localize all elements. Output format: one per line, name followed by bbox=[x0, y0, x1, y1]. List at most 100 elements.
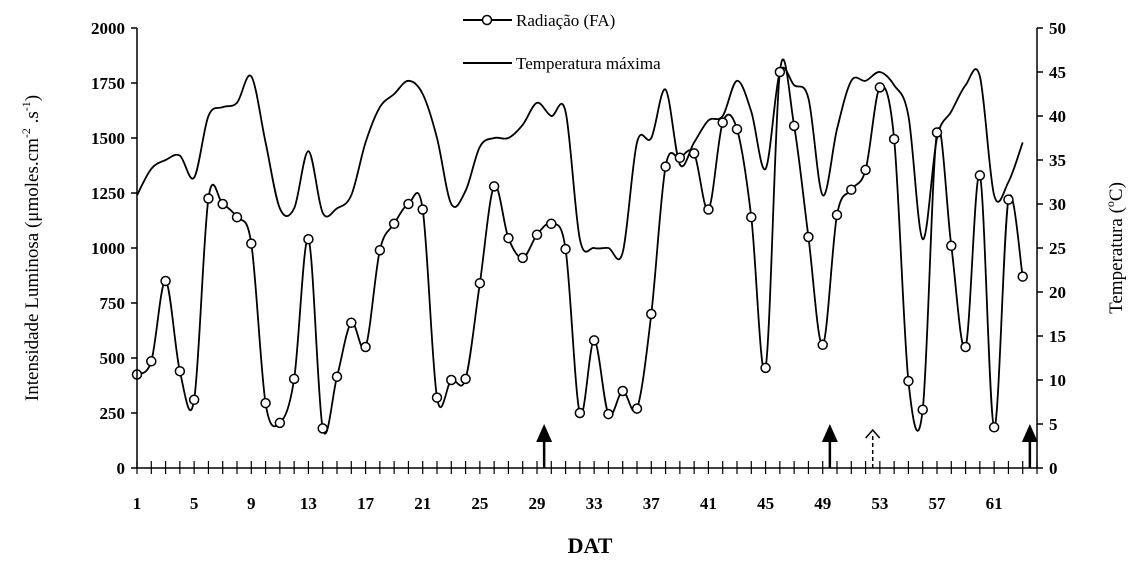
arrow-solid-head bbox=[536, 424, 553, 442]
radiation-point bbox=[888, 133, 900, 145]
y-right-tick-label: 15 bbox=[1049, 327, 1066, 346]
radiation-point bbox=[660, 161, 671, 172]
radiation-point bbox=[603, 408, 614, 420]
x-axis-title: DAT bbox=[568, 533, 613, 558]
radiation-point bbox=[217, 198, 228, 210]
arrow-dashed-head bbox=[865, 428, 881, 439]
radiation-point bbox=[388, 218, 400, 230]
radiation-point bbox=[317, 423, 328, 434]
x-tick-label: 57 bbox=[929, 494, 947, 513]
x-tick-label: 33 bbox=[586, 494, 603, 513]
radiation-point bbox=[474, 277, 486, 289]
radiation-point bbox=[874, 82, 886, 93]
y-left-tick-label: 1000 bbox=[91, 239, 125, 258]
x-tick-label: 53 bbox=[871, 494, 888, 513]
legend-radiation-marker bbox=[481, 14, 493, 26]
radiation-point bbox=[1017, 271, 1028, 282]
y-right-tick-label: 5 bbox=[1049, 415, 1058, 434]
y-left-tick-label: 500 bbox=[100, 349, 126, 368]
radiation-point bbox=[1003, 194, 1014, 205]
y-left-tick-label: 1250 bbox=[91, 184, 125, 203]
radiation-point bbox=[246, 238, 257, 249]
y-left-tick-label: 0 bbox=[117, 459, 126, 478]
radiation-point bbox=[460, 373, 471, 385]
radiation-point bbox=[188, 394, 200, 406]
radiation-point bbox=[731, 123, 743, 135]
y-right-tick-label: 30 bbox=[1049, 195, 1066, 214]
y-right-tick-label: 40 bbox=[1049, 107, 1066, 126]
radiation-point bbox=[646, 308, 657, 320]
y-right-tick-label: 20 bbox=[1049, 283, 1066, 302]
radiation-point bbox=[346, 317, 357, 329]
radiation-point bbox=[788, 120, 800, 132]
legend-temperature-label: Temperatura máxima bbox=[516, 54, 661, 73]
x-tick-label: 37 bbox=[643, 494, 661, 513]
radiation-point bbox=[674, 152, 686, 164]
y-right-tick-label: 45 bbox=[1049, 63, 1066, 82]
y-axis-left-title: Intensidade Luminosa (μmoles.cm-2 .s-1) bbox=[19, 95, 43, 401]
x-tick-label: 9 bbox=[247, 494, 256, 513]
radiation-point bbox=[446, 374, 457, 386]
radiation-line bbox=[136, 58, 1024, 435]
radiation-point bbox=[917, 404, 928, 415]
radiation-point bbox=[431, 392, 443, 403]
radiation-point bbox=[617, 385, 628, 397]
radiation-point bbox=[203, 193, 214, 204]
radiation-point bbox=[846, 184, 857, 195]
x-tick-label: 41 bbox=[700, 494, 717, 513]
radiation-point bbox=[703, 204, 714, 215]
radiation-point bbox=[931, 127, 943, 138]
radiation-point bbox=[303, 233, 314, 245]
arrow-markers bbox=[536, 424, 1038, 468]
radiation-point bbox=[588, 335, 600, 346]
x-tick-label: 1 bbox=[133, 494, 142, 513]
axes: 0250500750100012501500175020000510152025… bbox=[91, 19, 1066, 513]
x-tick-label: 61 bbox=[986, 494, 1003, 513]
y-right-tick-label: 50 bbox=[1049, 19, 1066, 38]
y-right-tick-label: 10 bbox=[1049, 371, 1066, 390]
radiation-point bbox=[803, 231, 814, 243]
radiation-point bbox=[903, 375, 914, 387]
radiation-point bbox=[860, 164, 871, 176]
x-tick-label: 17 bbox=[357, 494, 375, 513]
radiation-point bbox=[231, 211, 243, 223]
radiation-point bbox=[260, 397, 271, 409]
x-tick-label: 5 bbox=[190, 494, 199, 513]
x-tick-label: 49 bbox=[814, 494, 831, 513]
x-tick-label: 13 bbox=[300, 494, 317, 513]
arrow-solid-head bbox=[1021, 424, 1038, 442]
temperature-series bbox=[136, 66, 1024, 261]
y-left-tick-label: 750 bbox=[100, 294, 126, 313]
y-axis-right-title: Temperatura (oC) bbox=[1103, 182, 1127, 314]
x-tick-label: 45 bbox=[757, 494, 774, 513]
radiation-point bbox=[531, 229, 543, 241]
y-left-tick-label: 1750 bbox=[91, 74, 125, 93]
radiation-point bbox=[374, 244, 386, 256]
radiation-point bbox=[517, 252, 528, 264]
legend: Radiação (FA) Temperatura máxima bbox=[463, 11, 661, 73]
radiation-point bbox=[988, 422, 1000, 433]
y-right-tick-label: 25 bbox=[1049, 239, 1066, 258]
radiation-point bbox=[631, 403, 643, 414]
radiation-point bbox=[503, 232, 514, 244]
temperature-line bbox=[136, 66, 1024, 261]
radiation-point bbox=[774, 66, 786, 78]
radiation-point bbox=[174, 365, 186, 377]
radiation-point bbox=[717, 117, 728, 128]
y-left-tick-label: 2000 bbox=[91, 19, 125, 38]
radiation-point bbox=[403, 198, 414, 210]
radiation-point bbox=[417, 204, 428, 215]
radiation-series bbox=[131, 58, 1028, 435]
x-tick-label: 21 bbox=[414, 494, 431, 513]
radiation-point bbox=[488, 181, 500, 192]
radiation-point bbox=[274, 417, 286, 429]
radiation-point bbox=[960, 341, 971, 353]
radiation-point bbox=[160, 275, 171, 287]
radiation-point bbox=[817, 339, 828, 351]
radiation-point bbox=[688, 148, 700, 159]
radiation-point bbox=[974, 170, 986, 181]
radiation-point bbox=[746, 211, 757, 223]
radiation-point bbox=[360, 341, 371, 353]
radiation-point bbox=[331, 371, 343, 382]
